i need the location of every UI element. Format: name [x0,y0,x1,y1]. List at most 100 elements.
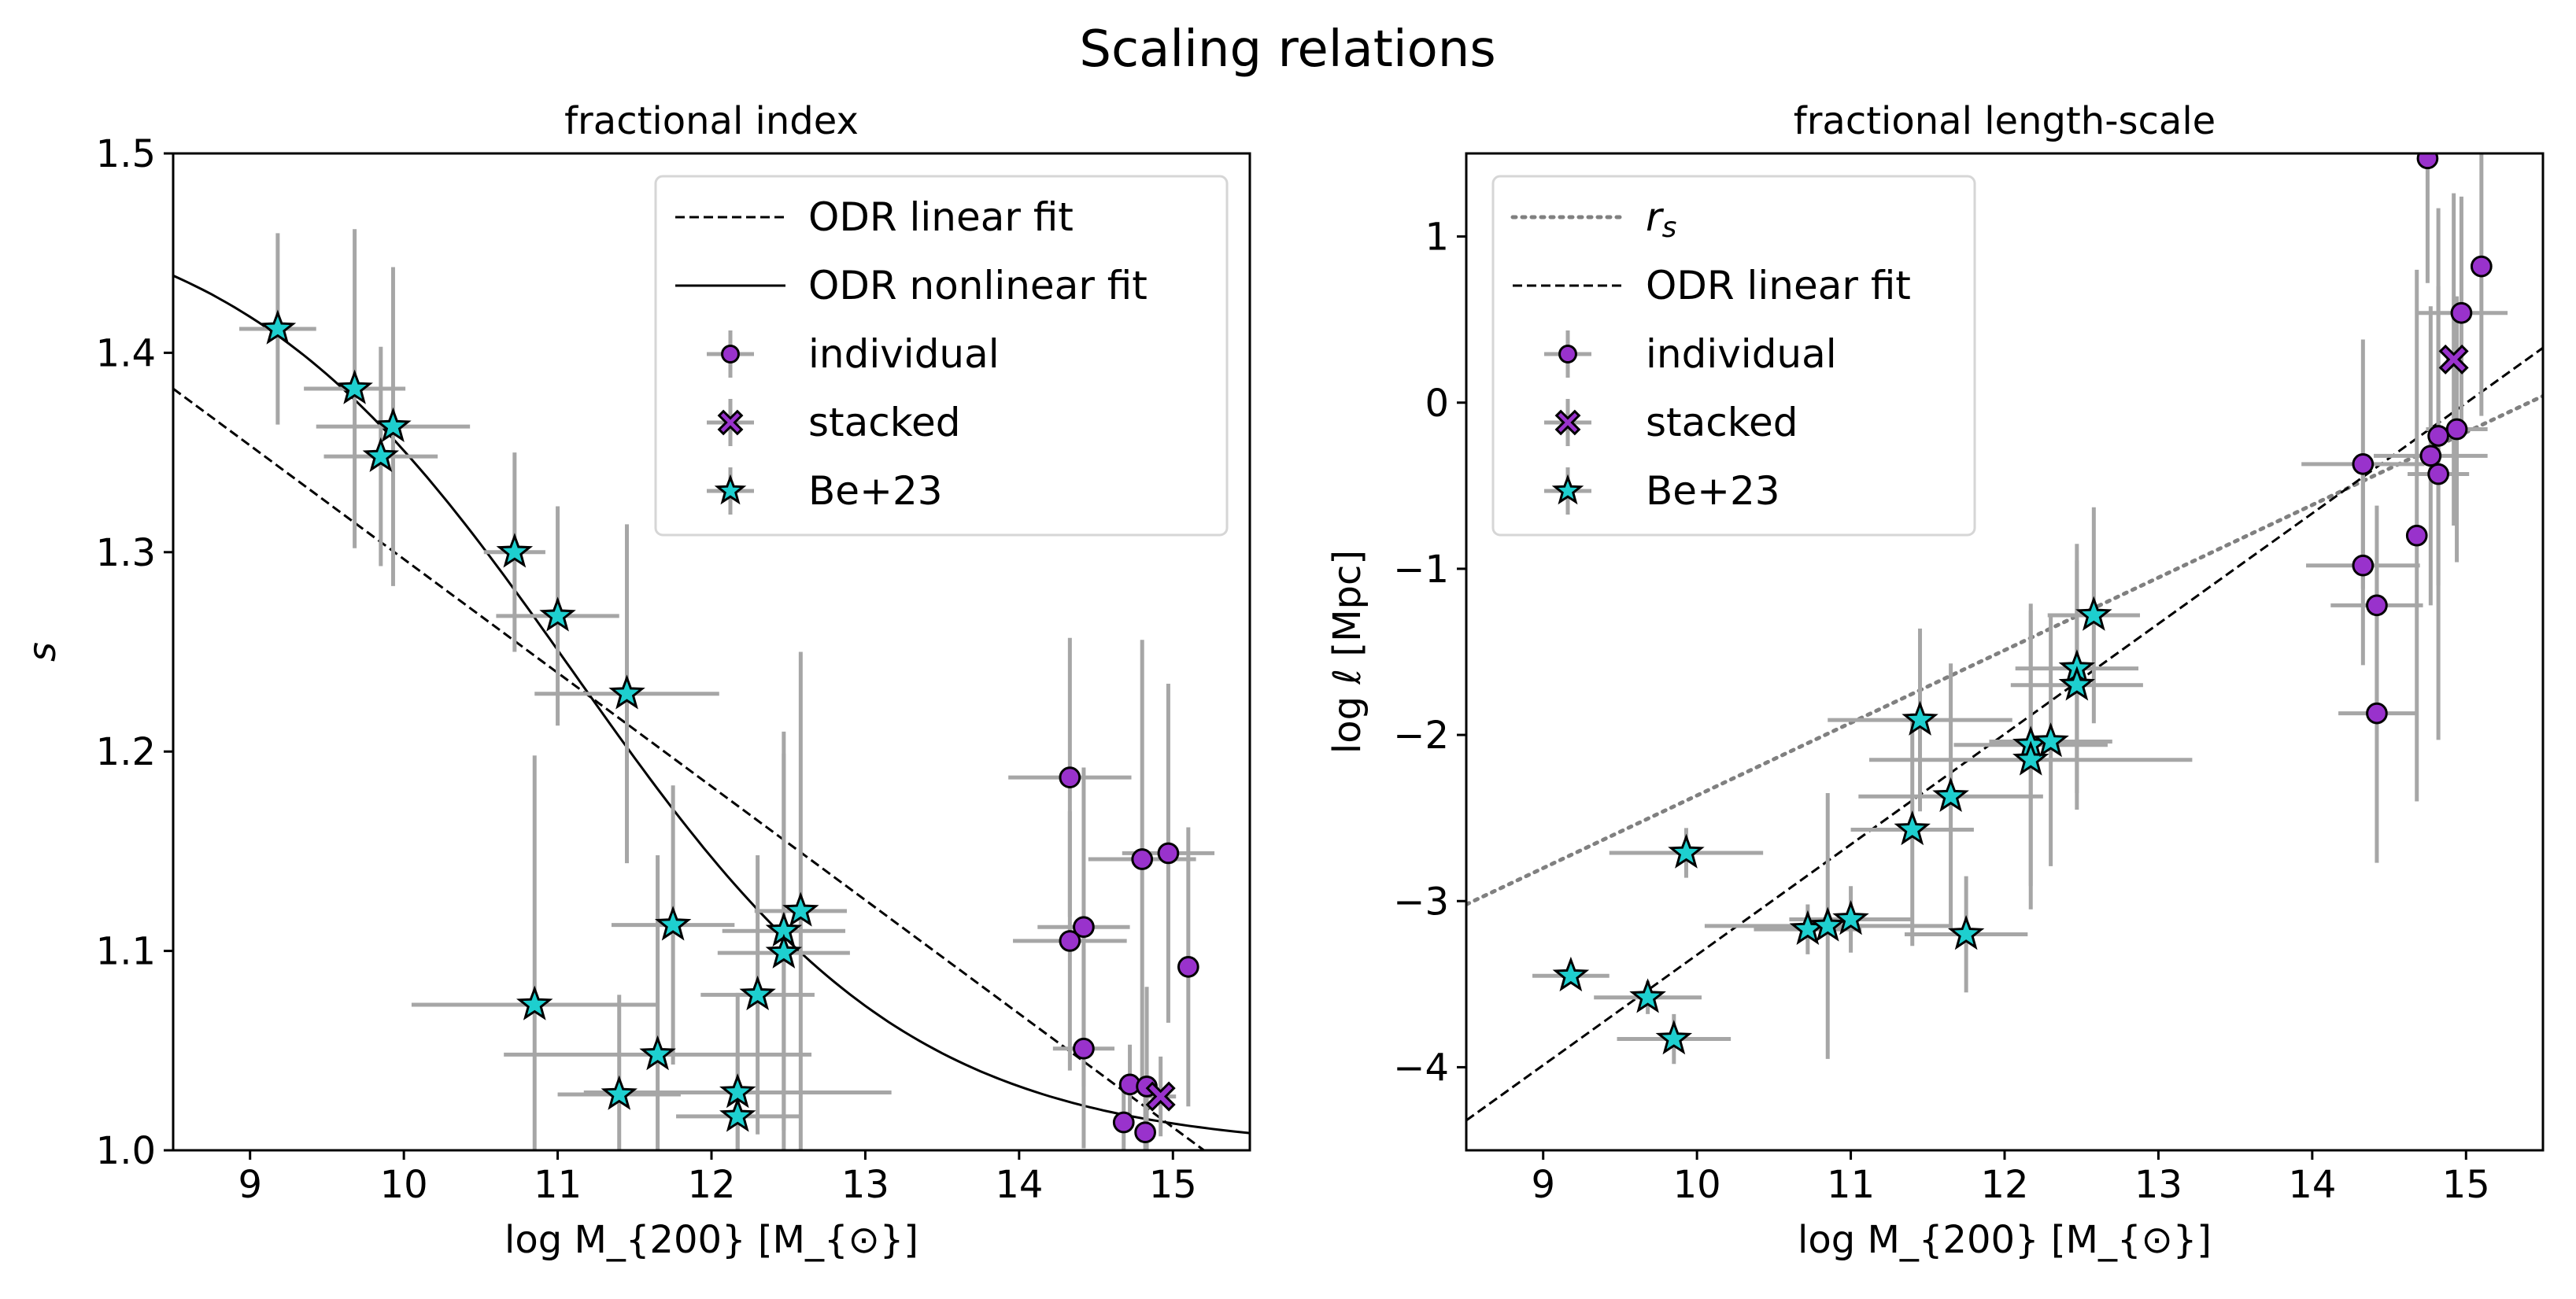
x-tick-label: 14 [2288,1163,2336,1207]
legend-label: ODR linear fit [1646,263,1911,308]
data-point-circle [2427,425,2449,447]
data-point-circle [1157,842,1180,865]
data-point-star [719,1097,756,1132]
data-point-circle [2470,255,2493,278]
legend-item: Be+23 [1544,467,1780,515]
data-point-star [362,437,400,472]
x-tick-label: 12 [687,1163,735,1207]
x-tick-label: 12 [1980,1163,2028,1207]
panel-title: fractional index [564,99,859,143]
data-point-circle [1112,1111,1135,1134]
x-tick-label: 13 [841,1163,889,1207]
figure-title: Scaling relations [1079,20,1495,79]
y-tick-label: 1.3 [96,531,156,575]
fit-line-dashed [173,387,1207,1150]
data-point-star [1894,810,1931,846]
data-point-circle [2416,153,2439,170]
x-axis-label: log M_{200} [M_{⊙}] [1798,1218,2212,1262]
legend-label: individual [808,331,1000,377]
y-tick-label: −4 [1393,1046,1449,1090]
data-point-star [1932,777,1969,812]
data-point-star [1668,833,1705,869]
x-tick-label: 13 [2134,1163,2182,1207]
data-point-star [1629,978,1666,1013]
data-point-circle [1134,1121,1156,1144]
legend-label: stacked [1646,400,1798,445]
y-tick-label: −1 [1393,548,1449,592]
data-point-star [496,533,534,568]
data-point-star [1832,899,1869,936]
legend-label: stacked [808,400,960,445]
legend-item: individual [1544,330,1837,378]
data-point-circle [1131,848,1154,870]
data-point-x [2438,344,2469,375]
y-tick-label: 0 [1425,382,1449,426]
data-point-star [608,674,645,710]
legend: rs​ ODR linear fit individual stacked Be+23 [1491,175,1976,537]
x-axis-label: log M_{200} [M_{⊙}] [504,1218,918,1262]
legend-marker-x [717,409,744,436]
y-axis-label: log ℓ [Mpc] [1325,550,1369,754]
data-point-star [1902,700,1938,736]
data-point-circle [2352,453,2375,475]
legend-item: ODR nonlinear fit [675,263,1148,308]
data-point-circle [1073,1037,1095,1060]
panel-fractional-index: fractional index 9 10 11 12 13 14 15 1.0 1.1 1.2 1.… [20,99,1251,1262]
data-point-star [539,596,576,632]
legend-marker-circle [721,345,740,363]
data-point-circle [2366,594,2388,617]
data-point-circle [1073,916,1095,939]
data-point-star [2032,722,2069,758]
y-tick-label: 1.5 [96,132,156,176]
legend-item: ODR linear fit [675,194,1074,240]
data-point-circle [1059,930,1081,952]
data-point-star [1552,956,1590,992]
legend-label: individual [1646,331,1837,377]
data-point-star [516,985,553,1020]
data-point-star [782,891,819,927]
data-point-star [2058,666,2096,701]
legend-item: stacked [1544,399,1798,446]
data-point-circle [2427,463,2449,485]
y-tick-label: 1.4 [96,331,156,375]
data-point-circle [1059,766,1081,788]
data-point-circle [2352,554,2375,577]
data-point-star [259,309,297,345]
data-point-circle [2405,524,2428,547]
x-tick-label: 10 [380,1163,428,1207]
y-axis-label: s [20,642,65,662]
legend-item: stacked [707,399,960,446]
data-point-star [601,1075,638,1110]
y-tick-label: −2 [1393,714,1449,758]
legend-marker-x [1554,409,1581,436]
legend-item: rs​ [1510,194,1676,244]
data-point-star [375,407,412,442]
x-tick-label: 15 [1149,1163,1197,1207]
x-tick-label: 9 [1531,1163,1555,1207]
data-point-star [336,369,373,404]
data-point-star [1809,906,1846,942]
legend-label: Be+23 [808,468,943,514]
y-tick-label: 1.2 [96,730,156,774]
legend-marker-circle [1558,345,1577,363]
panel-title: fractional length-scale [1794,99,2216,143]
x-tick-label: 11 [1827,1163,1875,1207]
legend: ODR linear fit ODR nonlinear fit individua… [654,175,1229,537]
x-tick-label: 14 [995,1163,1043,1207]
data-point-star [2075,596,2112,631]
x-tick-label: 9 [238,1163,262,1207]
legend-marker-star [714,474,747,505]
x-tick-label: 10 [1673,1163,1721,1207]
legend-item: individual [707,330,1000,378]
data-point-star [765,933,803,969]
data-point-circle [2450,301,2473,324]
y-tick-label: 1 [1425,216,1449,260]
data-point-circle [2419,445,2442,467]
y-tick-label: −3 [1393,880,1449,924]
data-point-circle [2366,702,2388,725]
y-tick-label: 1.0 [96,1129,156,1173]
data-point-star [654,906,692,941]
legend-label: rs​ [1646,194,1676,244]
